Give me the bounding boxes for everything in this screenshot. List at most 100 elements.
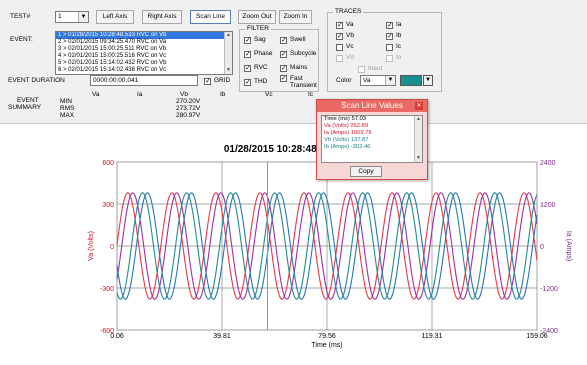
right-axis-button[interactable]: Right Axis <box>142 10 182 24</box>
checkbox-box[interactable] <box>280 50 287 59</box>
scan-value-row: Time (ms) 57.03 <box>324 116 366 122</box>
grid-check-box[interactable] <box>204 77 211 86</box>
test-select[interactable]: 1 ▼ <box>55 11 89 23</box>
event-list-item[interactable]: 3 > 02/01/2015 15:00:25.511 RVC on Vb <box>58 46 167 52</box>
trace-vb-checkbox[interactable]: Vb <box>336 32 354 41</box>
trace-vd-checkbox[interactable]: Vd <box>336 54 354 62</box>
y-right-tick-label: 0 <box>540 244 544 251</box>
filter-title: FILTER <box>245 25 271 33</box>
filter-thd-label: THD <box>254 78 268 85</box>
filter-subcycle-label: Subcycle <box>290 50 317 57</box>
trace-in-checkbox[interactable]: In <box>386 54 401 62</box>
event-list-item[interactable]: 5 > 02/01/2015 15:14:02.432 RVC on Vb <box>58 60 167 66</box>
filter-phase-label: Phase <box>254 50 273 57</box>
y-left-tick-label: 300 <box>102 202 114 209</box>
summary-vb-max: 280.97V <box>176 112 201 119</box>
trace-ic-checkbox[interactable]: Ic <box>386 43 401 51</box>
scan-value-row: Ib (Amps) -302.46 <box>324 144 371 150</box>
y-left-axis-title: Va (Volts) <box>88 231 95 261</box>
event-list-item[interactable]: 1 > 01/28/2015 10:28:48.533 RVC on Vb <box>56 32 232 39</box>
color-trace-select[interactable]: Va ▼ <box>360 75 396 86</box>
y-right-tick-label: 2400 <box>540 160 556 167</box>
filter-rvc-checkbox[interactable]: RVC <box>244 64 268 73</box>
y-right-axis-title: Ia (Amps) <box>565 231 572 261</box>
filter-mains-checkbox[interactable]: Mains <box>280 64 308 73</box>
event-list-item[interactable]: 2 > 02/01/2015 09:34:25.470 RVC on Va <box>58 39 167 45</box>
zoom-out-button[interactable]: Zoom Out <box>238 10 276 24</box>
trace-vc-checkbox[interactable]: Vc <box>336 43 354 51</box>
color-dropdown-icon[interactable]: ▼ <box>423 75 433 86</box>
filter-mains-label: Mains <box>290 64 308 71</box>
checkbox-box[interactable] <box>336 32 343 41</box>
checkbox-box[interactable] <box>244 78 251 87</box>
checkbox-box[interactable] <box>336 21 343 30</box>
traces-group: TRACES Va Ia Vb Ib Vc Ic Vd In Ineut Col… <box>327 8 442 92</box>
checkbox-box[interactable] <box>244 64 251 73</box>
summary-label-summary: SUMMARY <box>8 104 42 111</box>
control-panel: TEST# 1 ▼ Left Axis Right Axis Scan Line… <box>0 0 587 124</box>
x-tick-label: 79.56 <box>318 333 336 340</box>
trace-ineut-label: Ineut <box>368 65 383 72</box>
filter-subcycle-checkbox[interactable]: Subcycle <box>280 50 317 59</box>
left-axis-button[interactable]: Left Axis <box>96 10 134 24</box>
scroll-down-icon[interactable]: ▼ <box>416 155 421 161</box>
y-right-tick-label: -2400 <box>540 328 558 335</box>
scroll-up-icon[interactable]: ▲ <box>226 32 231 38</box>
traces-title: TRACES <box>333 8 364 16</box>
event-list-item[interactable]: 6 > 02/01/2015 15:14:02.438 RVC on Vc <box>58 67 167 73</box>
checkbox-box[interactable] <box>280 74 287 83</box>
event-list-scrollbar[interactable]: ▲ ▼ <box>224 32 232 74</box>
scan-values-list[interactable]: Time (ms) 57.03 Va (Volts) 262.89 Ia (Amps… <box>321 115 423 163</box>
color-swatch[interactable] <box>400 75 422 86</box>
test-label: TEST# <box>10 13 31 20</box>
scroll-up-icon[interactable]: ▲ <box>416 116 421 122</box>
filter-swell-label: Swell <box>290 36 306 43</box>
scan-value-row: Ia (Amps) 1669.76 <box>324 130 372 136</box>
copy-button[interactable]: Copy <box>350 166 382 177</box>
series-line-va <box>116 192 538 300</box>
trace-ia-checkbox[interactable]: Ia <box>386 21 401 30</box>
checkbox-box[interactable] <box>244 50 251 59</box>
filter-swell-checkbox[interactable]: Swell <box>280 36 306 45</box>
scan-line-values-dialog: Scan Line Values ✕ Time (ms) 57.03 Va (Vo… <box>316 99 428 180</box>
trace-ib-checkbox[interactable]: Ib <box>386 32 401 41</box>
checkbox-box[interactable] <box>386 21 393 30</box>
checkbox-box[interactable] <box>386 32 393 41</box>
trace-vc-label: Vc <box>346 43 354 50</box>
series-line-vb <box>116 192 538 300</box>
color-label: Color <box>336 77 352 84</box>
zoom-in-button[interactable]: Zoom In <box>279 10 312 24</box>
dialog-titlebar[interactable] <box>317 100 427 112</box>
trace-ic-label: Ic <box>396 43 402 50</box>
checkbox-box[interactable] <box>386 43 393 51</box>
event-list-item[interactable]: 4 > 02/01/2015 15:00:25.516 RVC on Vc <box>58 53 167 59</box>
event-label: EVENT: <box>10 36 33 43</box>
checkbox-box[interactable] <box>358 65 365 73</box>
checkbox-box[interactable] <box>386 54 393 62</box>
scan-values-scrollbar[interactable]: ▲ ▼ <box>414 116 422 162</box>
event-list[interactable]: 1 > 01/28/2015 10:28:48.533 RVC on Vb 2 … <box>55 31 233 75</box>
checkbox-box[interactable] <box>336 54 343 62</box>
summary-col-va: Va <box>92 91 100 98</box>
filter-phase-checkbox[interactable]: Phase <box>244 50 273 59</box>
chevron-down-icon: ▼ <box>78 12 88 22</box>
checkbox-box[interactable] <box>280 64 287 73</box>
scan-value-row: Va (Volts) 262.89 <box>324 123 369 129</box>
filter-sag-checkbox[interactable]: Sag <box>244 36 266 45</box>
close-icon[interactable]: ✕ <box>415 102 423 110</box>
scroll-down-icon[interactable]: ▼ <box>226 67 231 73</box>
grid-checkbox[interactable]: GRID <box>204 77 230 86</box>
scan-line-button[interactable]: Scan Line <box>190 10 231 24</box>
event-duration-field[interactable]: 0000:00:00.041 <box>90 75 198 86</box>
trace-vb-label: Vb <box>346 32 354 39</box>
checkbox-box[interactable] <box>336 43 343 51</box>
checkbox-box[interactable] <box>244 36 251 45</box>
filter-fast-transient-checkbox[interactable]: Fast Transient <box>280 74 318 89</box>
summary-vb-min: 270.20V <box>176 98 201 105</box>
filter-thd-checkbox[interactable]: THD <box>244 78 268 87</box>
checkbox-box[interactable] <box>280 36 287 45</box>
trace-va-checkbox[interactable]: Va <box>336 21 353 30</box>
trace-ineut-checkbox[interactable]: Ineut <box>358 65 382 73</box>
series-line-ib <box>116 192 538 300</box>
